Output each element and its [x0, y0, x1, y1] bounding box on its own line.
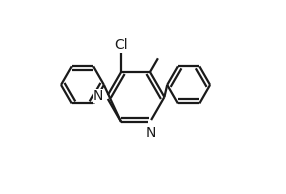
Text: N: N: [93, 89, 103, 103]
Text: Cl: Cl: [114, 38, 128, 52]
Text: N: N: [146, 126, 156, 140]
